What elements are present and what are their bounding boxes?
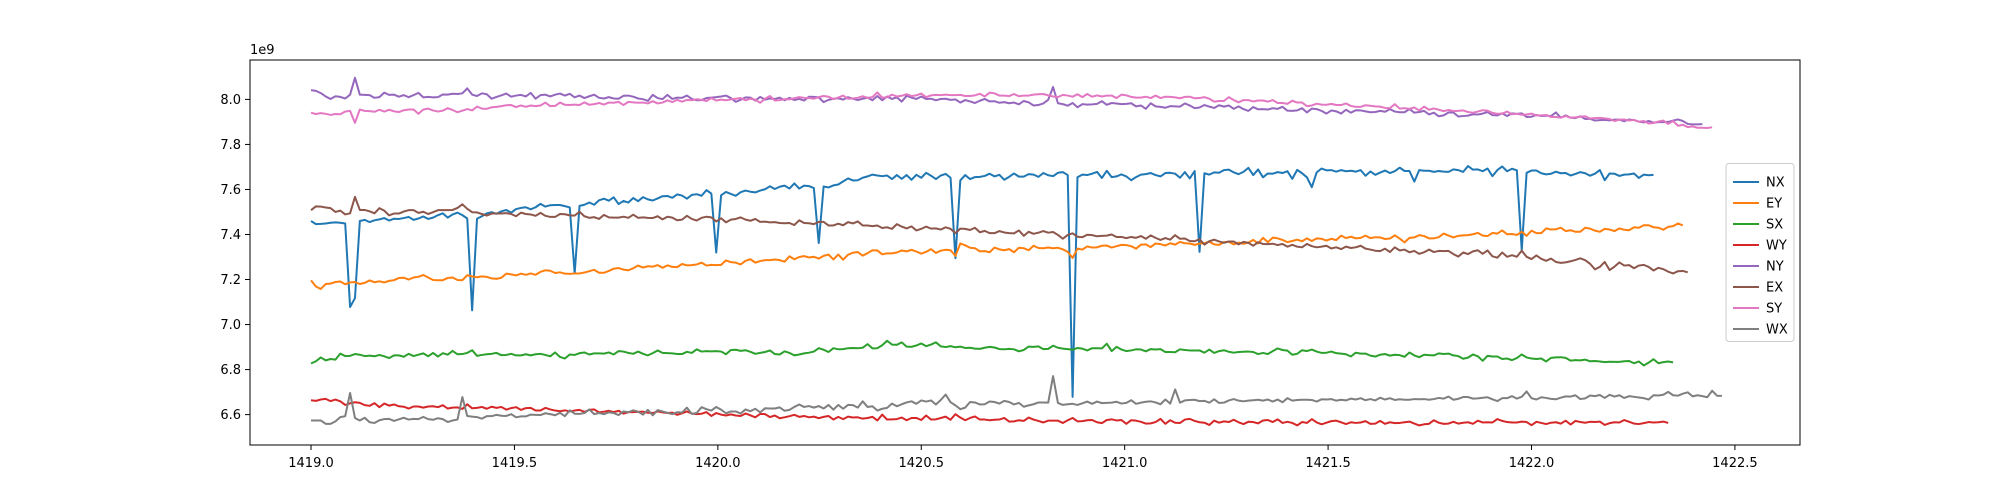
x-tick-label: 1419.0 [288, 456, 334, 471]
y-tick-label: 6.8 [220, 363, 241, 378]
x-tick-label: 1420.0 [695, 456, 741, 471]
legend-label-ny: NY [1766, 260, 1784, 275]
x-tick-label: 1421.0 [1102, 456, 1148, 471]
legend-label-wy: WY [1766, 239, 1787, 254]
legend: NX EY SX WY NY EX SY WX [1725, 163, 1795, 342]
series-line-ny [310, 76, 1703, 126]
x-tick-label: 1422.0 [1509, 456, 1555, 471]
series-group [310, 76, 1722, 427]
legend-label-nx: NX [1766, 176, 1785, 191]
y-axis: 6.6 6.8 7.0 7.2 7.4 7.6 7.8 8.0 [220, 93, 250, 423]
y-tick-label: 7.4 [220, 228, 241, 243]
series-line-wx [311, 375, 1722, 425]
y-tick-label: 7.8 [220, 138, 241, 153]
y-tick-label: 6.6 [220, 408, 241, 423]
x-tick-label: 1419.5 [492, 456, 538, 471]
y-tick-label: 7.0 [220, 318, 241, 333]
legend-label-ex: EX [1766, 281, 1783, 296]
legend-label-sy: SY [1766, 302, 1782, 317]
y-tick-label: 7.6 [220, 183, 241, 198]
x-axis: 1419.0 1419.5 1420.0 1420.5 1421.0 1421.5 1422… [288, 445, 1758, 471]
series-line-ey [310, 222, 1684, 290]
series-line-nx [310, 165, 1654, 398]
series-line-sx [310, 339, 1674, 367]
plot-frame [249, 59, 1801, 446]
x-tick-label: 1422.5 [1712, 456, 1758, 471]
legend-box [1725, 163, 1795, 342]
x-tick-label: 1421.5 [1305, 456, 1351, 471]
series-line-ex [310, 195, 1688, 275]
legend-label-wx: WX [1766, 323, 1788, 338]
y-offset-label: 1e9 [250, 43, 275, 58]
series-line-sy [310, 91, 1713, 129]
x-tick-label: 1420.5 [899, 456, 945, 471]
legend-label-ey: EY [1766, 197, 1782, 212]
series-line-wy [310, 397, 1669, 427]
y-tick-label: 8.0 [220, 93, 241, 108]
y-tick-label: 7.2 [220, 273, 241, 288]
legend-label-sx: SX [1766, 218, 1783, 233]
